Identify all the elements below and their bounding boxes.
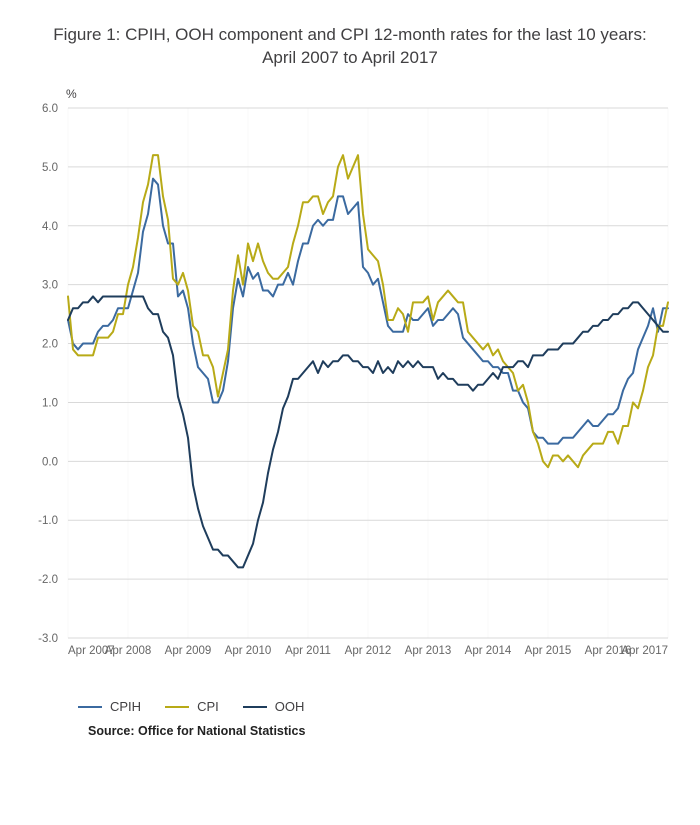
legend-label: CPI — [197, 699, 219, 714]
legend-swatch — [78, 706, 102, 708]
x-tick-label: Apr 2015 — [525, 645, 572, 657]
y-unit-label: % — [66, 87, 77, 101]
y-tick-label: 6.0 — [42, 103, 58, 115]
legend-label: OOH — [275, 699, 305, 714]
y-tick-label: -2.0 — [38, 574, 58, 586]
figure-container: Figure 1: CPIH, OOH component and CPI 12… — [0, 0, 700, 825]
x-tick-label: Apr 2010 — [225, 645, 272, 657]
y-tick-label: 0.0 — [42, 456, 58, 468]
chart-svg: -3.0 -2.0 -1.0 0.0 1.0 2.0 3.0 4.0 5.0 6.0 Apr 200… — [20, 78, 680, 678]
y-tick-label: 3.0 — [42, 280, 58, 292]
y-tick-label: 4.0 — [42, 221, 58, 233]
x-tick-label: Apr 2014 — [465, 645, 512, 657]
legend-item-OOH: OOH — [243, 699, 305, 714]
x-tick-label: Apr 2013 — [405, 645, 452, 657]
x-tick-label: Apr 2009 — [165, 645, 212, 657]
x-tick-label: Apr 2008 — [105, 645, 152, 657]
legend-swatch — [165, 706, 189, 708]
y-tick-label: -3.0 — [38, 633, 58, 645]
legend-label: CPIH — [110, 699, 141, 714]
y-tick-label: 5.0 — [42, 162, 58, 174]
chart-title: Figure 1: CPIH, OOH component and CPI 12… — [40, 24, 660, 70]
chart-source: Source: Office for National Statistics — [88, 724, 682, 738]
x-tick-label: Apr 2012 — [345, 645, 392, 657]
legend-item-CPIH: CPIH — [78, 699, 141, 714]
legend-swatch — [243, 706, 267, 708]
legend: CPIH CPI OOH — [78, 696, 682, 715]
y-tick-label: -1.0 — [38, 515, 58, 527]
chart-area: -3.0 -2.0 -1.0 0.0 1.0 2.0 3.0 4.0 5.0 6.0 Apr 200… — [20, 78, 680, 678]
legend-item-CPI: CPI — [165, 699, 219, 714]
x-tick-label: Apr 2011 — [285, 645, 331, 657]
x-tick-label: Apr 2017 — [621, 645, 668, 657]
y-tick-label: 2.0 — [42, 338, 58, 350]
y-tick-label: 1.0 — [42, 397, 58, 409]
